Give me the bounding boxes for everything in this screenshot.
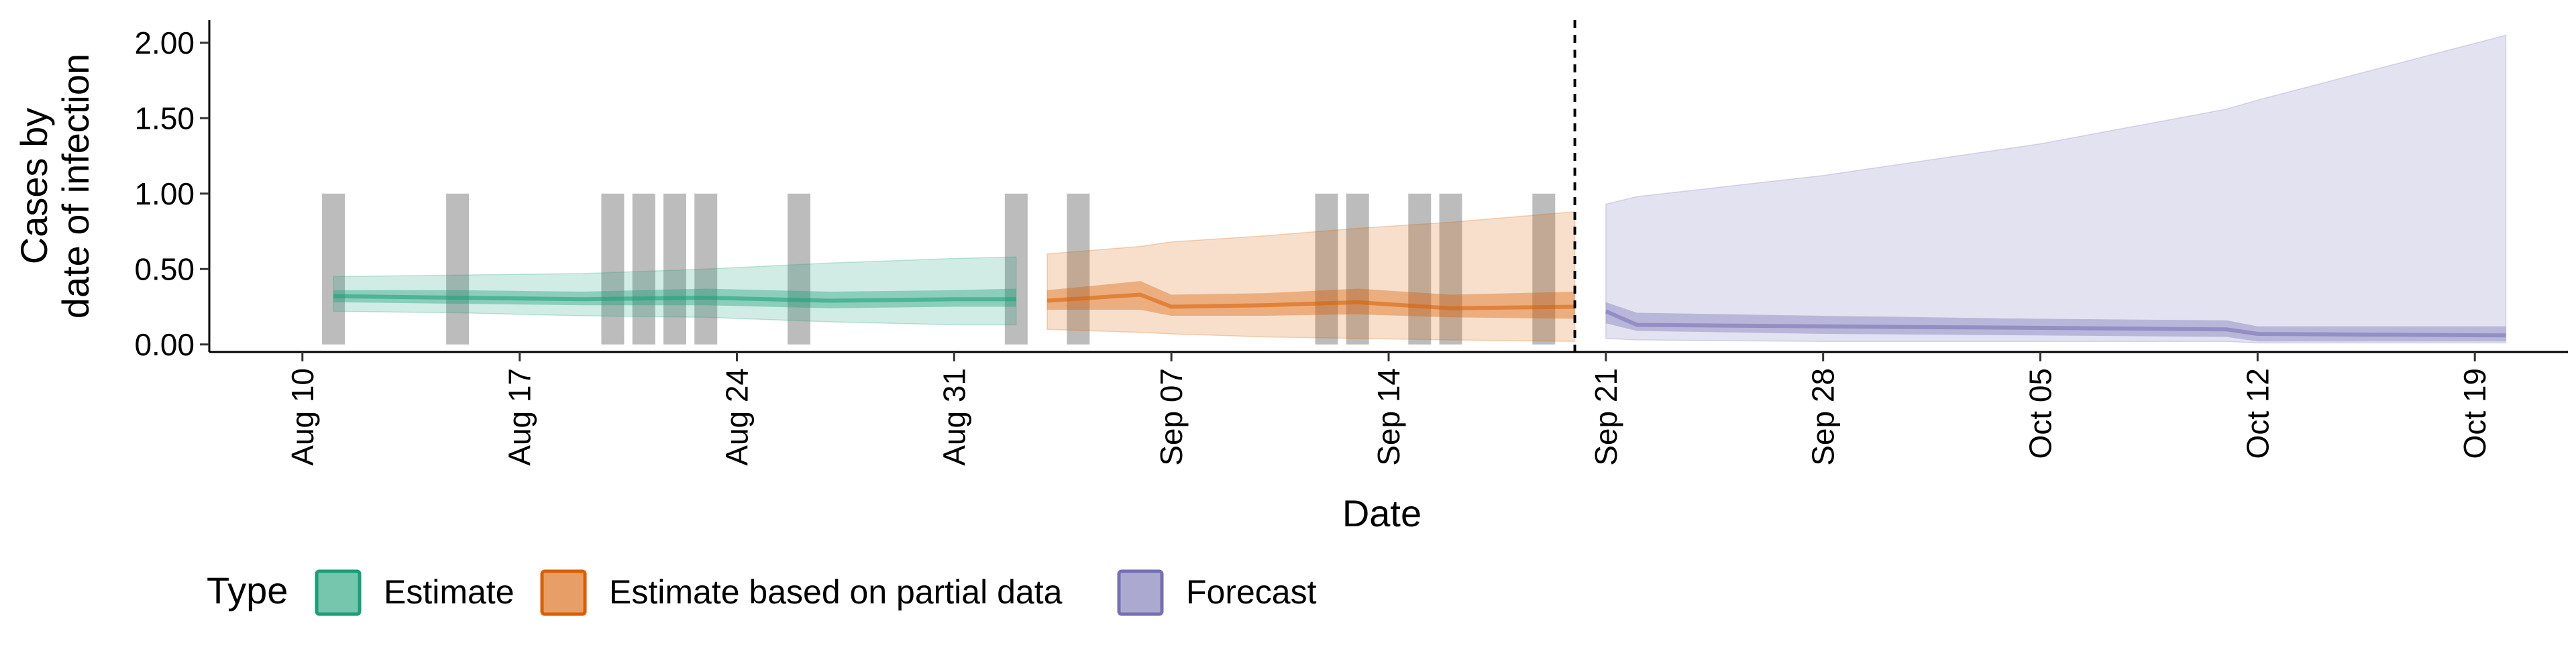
- legend-label: Estimate: [384, 573, 515, 611]
- estimate-median-line: [333, 294, 1016, 303]
- x-axis: Aug 10 Aug 17 Aug 24 Aug 31 Sep 07 Sep 14 Sep …: [209, 351, 2568, 466]
- y-tick-label: 0.00: [134, 327, 195, 362]
- case-bar-2020-08-15: [446, 193, 470, 345]
- case-bar-2020-09-15: [1408, 193, 1432, 345]
- case-bar-2020-09-02: [1004, 193, 1028, 345]
- y-axis-title-line: Cases by: [13, 108, 55, 264]
- x-tick-label: Oct 12: [2240, 368, 2275, 459]
- x-tick-label: Oct 19: [2457, 368, 2492, 459]
- x-tick-label: Aug 10: [285, 368, 320, 466]
- legend-key: [1117, 569, 1164, 616]
- y-axis: 0.00 0.50 1.00 1.50 2.00: [134, 20, 211, 362]
- legend-label: Estimate based on partial data: [609, 573, 1063, 611]
- x-tick-label: Sep 21: [1589, 368, 1623, 466]
- case-bar-2020-09-13: [1346, 193, 1369, 345]
- case-bar-2020-08-26: [788, 193, 810, 345]
- forecast-median-line: [1605, 309, 2506, 338]
- x-tick-label: Aug 17: [502, 368, 537, 466]
- y-tick-label: 0.50: [134, 251, 195, 286]
- x-tick-label: Sep 14: [1371, 368, 1406, 466]
- x-tick-label: Aug 31: [936, 368, 971, 466]
- case-bar-2020-09-19: [1532, 193, 1556, 345]
- y-tick-label: 1.50: [134, 101, 195, 135]
- x-tick-label: Aug 24: [719, 368, 754, 466]
- case-bar-2020-09-16: [1439, 193, 1462, 345]
- estimate-based-on-partial-data-ribbon-90: [1046, 211, 1576, 343]
- case-bar-2020-08-20: [601, 193, 625, 345]
- plot-area: [322, 20, 2507, 352]
- legend: Type Estimate Estimate based on partial da…: [207, 569, 1317, 616]
- axis-titles: Date Cases by date of infection: [13, 54, 1421, 534]
- estimate-ribbon-90: [333, 256, 1017, 326]
- case-bar-2020-08-22: [663, 193, 686, 345]
- case-bar-2020-08-11: [322, 193, 345, 345]
- case-bar-2020-09-12: [1315, 193, 1338, 345]
- x-tick-label: Oct 05: [2023, 368, 2058, 459]
- case-bar-2020-09-04: [1067, 193, 1090, 345]
- case-bar-2020-08-21: [632, 193, 655, 345]
- y-tick-label: 1.00: [134, 176, 195, 211]
- x-tick-label: Sep 07: [1154, 368, 1189, 466]
- legend-key: [315, 569, 362, 616]
- case-bar-2020-08-23: [694, 193, 718, 345]
- legend-label: Forecast: [1186, 573, 1317, 611]
- estimate-based-on-partial-data-median-line: [1046, 292, 1575, 310]
- forecast-ribbon-50: [1605, 302, 2506, 342]
- x-axis-title: Date: [1342, 492, 1421, 534]
- y-tick-label: 2.00: [134, 25, 195, 60]
- legend-key: [540, 569, 587, 616]
- forecast-ribbon-90: [1605, 34, 2507, 344]
- x-tick-label: Sep 28: [1806, 368, 1841, 466]
- legend-title: Type: [207, 569, 288, 611]
- y-axis-title-line: date of infection: [54, 54, 97, 318]
